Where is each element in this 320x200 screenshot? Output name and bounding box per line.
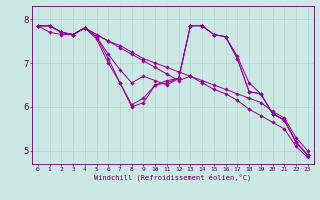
X-axis label: Windchill (Refroidissement éolien,°C): Windchill (Refroidissement éolien,°C): [94, 174, 252, 181]
